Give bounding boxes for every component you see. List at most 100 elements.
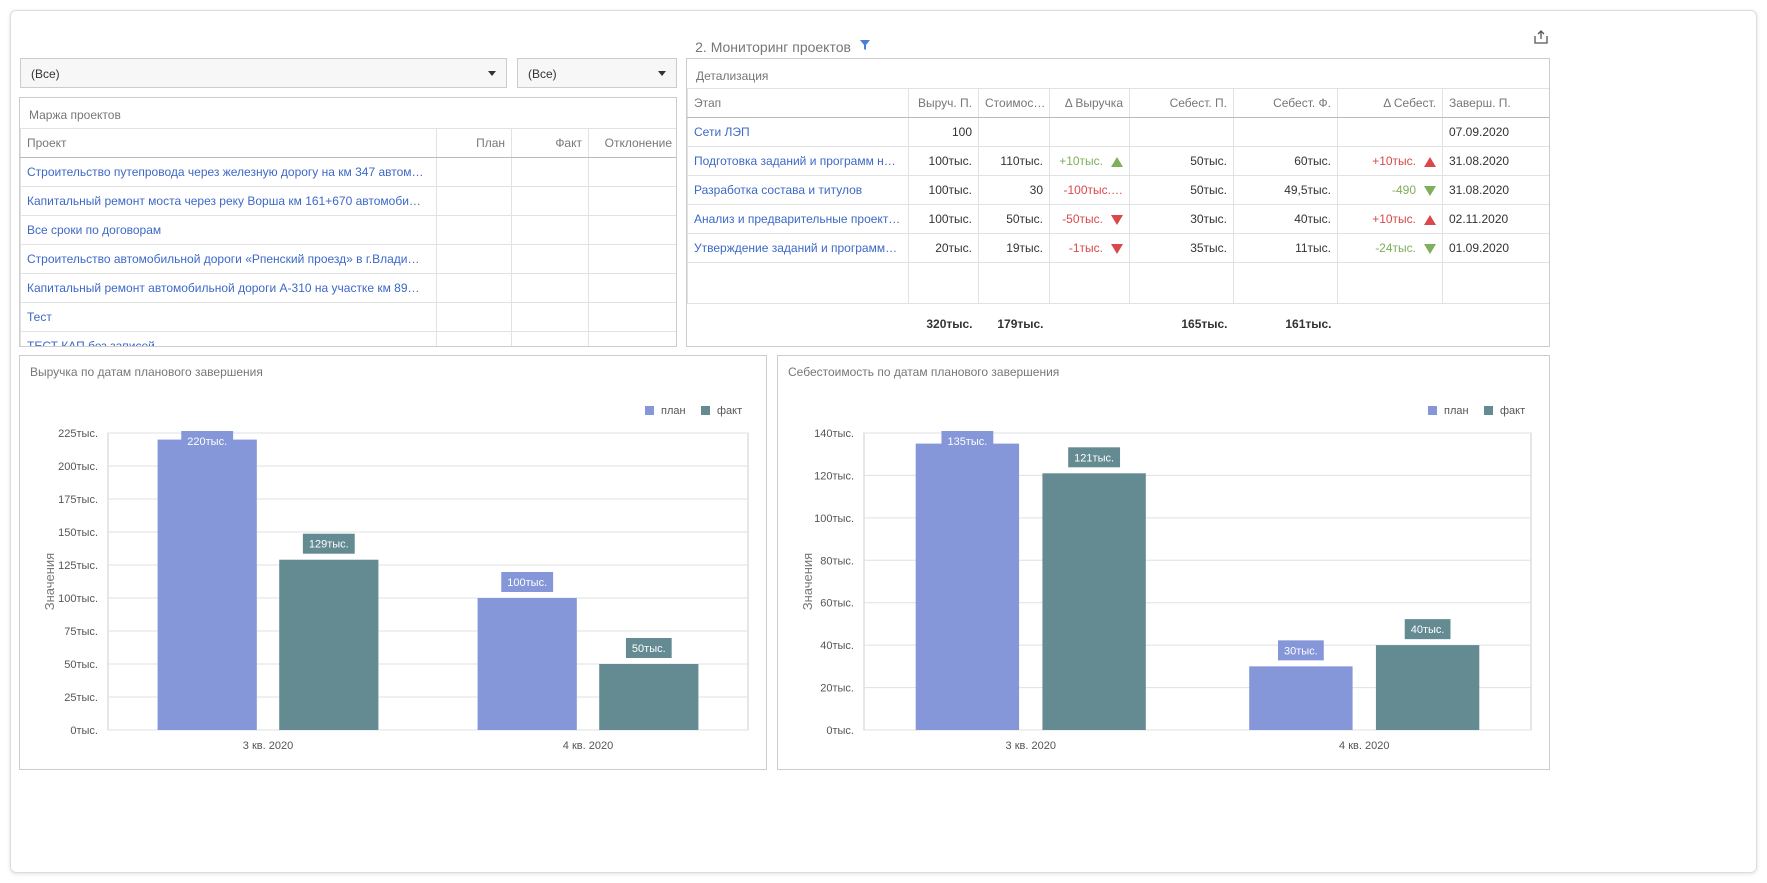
empty-cell bbox=[1049, 117, 1130, 147]
margin-panel: Маржа проектов Проект План Факт Отклонение С… bbox=[19, 97, 677, 347]
column-header: Проект bbox=[20, 128, 437, 158]
value-label-text: 50тыс. bbox=[632, 643, 666, 655]
stage-link[interactable]: Подготовка заданий и программ н… bbox=[687, 146, 909, 176]
empty-cell bbox=[588, 302, 676, 332]
y-tick-label: 120тыс. bbox=[814, 470, 854, 482]
value-label-box bbox=[1278, 640, 1324, 661]
empty-cell bbox=[436, 273, 512, 303]
delta-cell: +10тыс. bbox=[1049, 146, 1130, 176]
empty-cell bbox=[1050, 304, 1130, 345]
delta-value: -490 bbox=[1391, 183, 1416, 197]
value-label-text: 100тыс. bbox=[507, 577, 547, 589]
stage-link[interactable]: Сети ЛЭП bbox=[687, 117, 909, 147]
x-tick-label: 3 кв. 2020 bbox=[1006, 740, 1056, 752]
chart: Себестоимость по датам планового заверше… bbox=[788, 365, 1532, 752]
delta-value: +10тыс. bbox=[1372, 212, 1416, 226]
value-cell: 49,5тыс. bbox=[1233, 175, 1338, 205]
export-button[interactable] bbox=[1533, 29, 1549, 45]
filter-icon[interactable] bbox=[859, 39, 871, 51]
empty-cell bbox=[511, 244, 589, 274]
empty-cell bbox=[688, 304, 909, 345]
empty-cell bbox=[436, 244, 512, 274]
empty-cell bbox=[588, 273, 676, 303]
legend-swatch bbox=[701, 406, 710, 415]
project-link[interactable]: Капитальный ремонт моста через реку Ворш… bbox=[20, 186, 437, 216]
column-header: Этап bbox=[687, 88, 909, 118]
y-tick-label: 75тыс. bbox=[64, 626, 98, 638]
empty-cell bbox=[1233, 262, 1338, 304]
project-link[interactable]: Строительство путепровода через железную… bbox=[20, 157, 437, 187]
trend-arrow-up bbox=[1424, 156, 1436, 167]
table-row: Разработка состава и титулов 100тыс. 30 -10… bbox=[687, 175, 1549, 205]
legend-swatch bbox=[1484, 406, 1493, 415]
delta-value: +10тыс. bbox=[1059, 154, 1103, 168]
header-row: Проект План Факт Отклонение bbox=[20, 128, 676, 158]
dashboard-title: 2. Мониторинг проектов bbox=[11, 39, 1555, 55]
chart-panel: Себестоимость по датам планового заверше… bbox=[777, 355, 1550, 770]
trend-arrow-down bbox=[1424, 185, 1436, 196]
value-cell: 110тыс. bbox=[978, 146, 1050, 176]
bar bbox=[157, 439, 257, 730]
empty-cell bbox=[1337, 262, 1443, 304]
stage-link[interactable]: Разработка состава и титулов bbox=[687, 175, 909, 205]
total-cell: 161тыс. bbox=[1285, 317, 1332, 332]
value-label: 135тыс. bbox=[941, 431, 994, 451]
delta-value: -1тыс. bbox=[1068, 241, 1103, 255]
filter-select[interactable]: (Все) bbox=[20, 58, 507, 88]
value-cell: 20тыс. bbox=[908, 233, 979, 263]
empty-cell bbox=[1233, 117, 1338, 147]
date-cell: 02.11.2020 bbox=[1442, 204, 1549, 234]
empty-cell bbox=[511, 186, 589, 216]
chart-title: Себестоимость по датам планового заверше… bbox=[788, 365, 1059, 379]
table-row: Сети ЛЭП 100 07.09.2020 bbox=[687, 117, 1549, 147]
detail-panel: Детализация Этап Выруч. П. Стоимос… Δ Выруч… bbox=[686, 58, 1550, 347]
value-cell: 50тыс. bbox=[978, 204, 1050, 234]
value-cell: 50тыс. bbox=[1129, 146, 1234, 176]
value-cell: 11тыс. bbox=[1233, 233, 1338, 263]
y-tick-label: 100тыс. bbox=[58, 593, 98, 605]
total-cell: 179тыс. bbox=[997, 317, 1044, 332]
x-tick-label: 4 кв. 2020 bbox=[1339, 740, 1389, 752]
empty-cell bbox=[588, 157, 676, 187]
date-cell: 07.09.2020 bbox=[1442, 117, 1549, 147]
delta-cell: +10тыс. bbox=[1337, 204, 1443, 234]
project-link[interactable]: ТЕСТ КАП без записей bbox=[20, 331, 437, 346]
legend-swatch bbox=[645, 406, 654, 415]
trend-arrow-up bbox=[1424, 214, 1436, 225]
y-tick-label: 100тыс. bbox=[814, 513, 854, 525]
value-label-text: 121тыс. bbox=[1074, 452, 1114, 464]
column-header: План bbox=[436, 128, 512, 158]
total-cell: 320тыс. bbox=[926, 317, 973, 332]
empty-cell bbox=[511, 273, 589, 303]
y-tick-label: 200тыс. bbox=[58, 461, 98, 473]
bar bbox=[477, 598, 577, 730]
value-cell: 60тыс. bbox=[1233, 146, 1338, 176]
y-tick-label: 225тыс. bbox=[58, 428, 98, 440]
x-tick-label: 3 кв. 2020 bbox=[243, 740, 293, 752]
value-cell: 30 bbox=[978, 175, 1050, 205]
value-label-box bbox=[181, 431, 234, 451]
empty-cell bbox=[511, 215, 589, 245]
project-link[interactable]: Тест bbox=[20, 302, 437, 332]
header-row: Этап Выруч. П. Стоимос… Δ Выручка Себест. П.… bbox=[687, 88, 1549, 118]
stage-link[interactable]: Анализ и предварительные проект… bbox=[687, 204, 909, 234]
value-label-box bbox=[1068, 447, 1121, 468]
value-label-text: 135тыс. bbox=[947, 436, 987, 448]
delta-cell: +10тыс. bbox=[1337, 146, 1443, 176]
empty-cell bbox=[1049, 262, 1130, 304]
y-axis-title: Значения bbox=[42, 553, 57, 610]
stage-link[interactable]: Утверждение заданий и программ… bbox=[687, 233, 909, 263]
delta-cell: -50тыс. bbox=[1049, 204, 1130, 234]
bar bbox=[279, 559, 379, 730]
empty-cell bbox=[436, 331, 512, 346]
project-link[interactable]: Все сроки по договорам bbox=[20, 215, 437, 245]
delta-value: +10тыс. bbox=[1372, 154, 1416, 168]
filter-select[interactable]: (Все) bbox=[517, 58, 677, 88]
y-tick-label: 0тыс. bbox=[826, 725, 854, 737]
project-link[interactable]: Строительство автомобильной дороги «Рпен… bbox=[20, 244, 437, 274]
project-link[interactable]: Капитальный ремонт автомобильной дороги … bbox=[20, 273, 437, 303]
value-label: 100тыс. bbox=[501, 572, 554, 592]
date-cell: 01.09.2020 bbox=[1442, 233, 1549, 263]
y-tick-label: 25тыс. bbox=[64, 692, 98, 704]
